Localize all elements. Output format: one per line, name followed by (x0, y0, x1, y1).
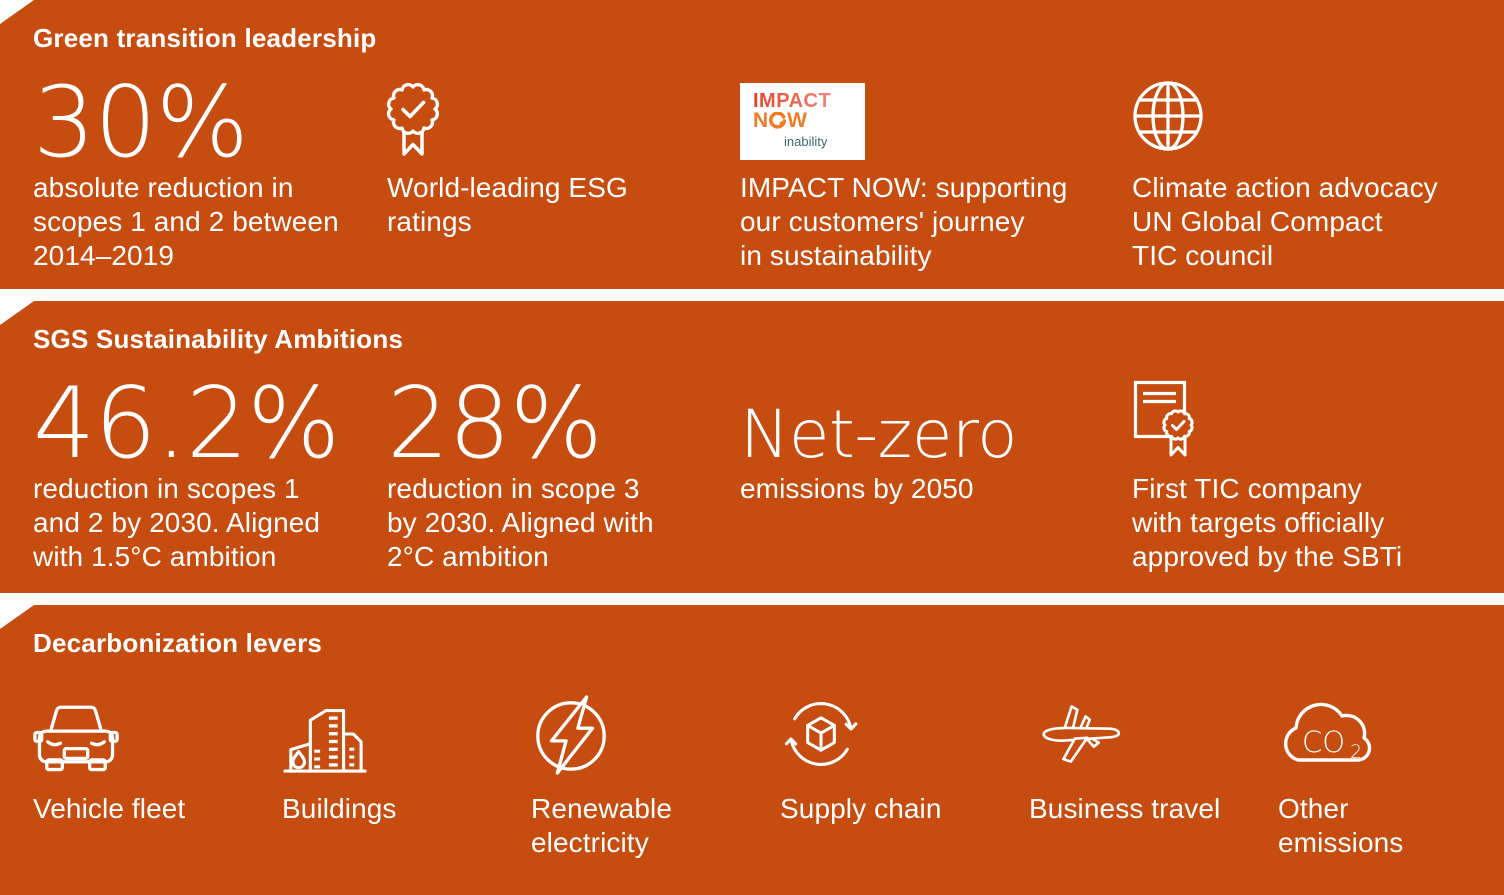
lever-label: Supply chain (780, 793, 942, 824)
climate-advocacy-item: Climate action advocacy UN Global Compac… (1132, 54, 1474, 273)
stat-value: 46.2% (33, 367, 340, 481)
lever-label: Renewable electricity (531, 793, 672, 858)
net-zero-item: Net-zero emissions by 2050 (740, 355, 1132, 574)
certificate-icon (1133, 380, 1194, 457)
stat-caption: reduction in scope 3 by 2030. Aligned wi… (387, 473, 654, 572)
section-title: SGS Sustainability Ambitions (33, 324, 404, 354)
sbti-caption: First TIC company with targets officiall… (1132, 473, 1403, 572)
co2-cloud-icon: CO 2 (1283, 702, 1372, 763)
stat-caption: reduction in scopes 1 and 2 by 2030. Ali… (33, 473, 321, 572)
net-zero-caption: emissions by 2050 (740, 473, 974, 504)
impact-now-logo-now-text: N W (753, 109, 807, 132)
lever-supply-chain: Supply chain (780, 659, 1029, 860)
supply-chain-icon (784, 702, 858, 766)
globe-icon (1133, 81, 1203, 151)
co2-text: CO (1302, 725, 1345, 759)
sbti-item: First TIC company with targets officiall… (1132, 355, 1474, 574)
lever-label: Business travel (1029, 793, 1221, 824)
lever-business-travel: Business travel (1029, 659, 1278, 860)
lever-vehicle-fleet: Vehicle fleet (33, 659, 282, 860)
lever-label: Other emissions (1278, 793, 1404, 858)
impact-now-logo-sub-text: inability (784, 134, 828, 149)
impact-now-logo: IMPACT N W inability (740, 83, 865, 160)
stat-46-2-percent: 46.2% reduction in scopes 1 and 2 by 203… (33, 355, 387, 574)
buildings-icon (283, 709, 367, 773)
co2-subscript-text: 2 (1350, 741, 1362, 763)
climate-advocacy-caption: Climate action advocacy UN Global Compac… (1132, 172, 1438, 271)
impact-now-item: IMPACT N W inability IMPACT NOW: support… (740, 54, 1132, 273)
lever-buildings: Buildings (282, 659, 531, 860)
stat-value: 28% (387, 367, 603, 481)
section-decarbonization-levers: Decarbonization levers (0, 605, 1504, 895)
section-sgs-sustainability-ambitions: SGS Sustainability Ambitions 46.2% reduc… (0, 301, 1504, 593)
section-green-transition-leadership: Green transition leadership 30% absolute… (0, 0, 1504, 289)
section-cells: 46.2% reduction in scopes 1 and 2 by 203… (33, 355, 1474, 574)
stat-30-percent: 30% absolute reduction in scopes 1 and 2… (33, 54, 387, 273)
section-cells: Vehicle fleet (33, 659, 1474, 860)
stat-28-percent: 28% reduction in scope 3 by 2030. Aligne… (387, 355, 740, 574)
impact-now-o-arrow-icon (769, 112, 787, 129)
esg-ratings-item: World-leading ESG ratings (387, 54, 740, 273)
lever-other-emissions: CO 2 Other emissions (1278, 659, 1474, 860)
esg-ratings-caption: World-leading ESG ratings (387, 172, 628, 237)
renewable-electricity-icon (536, 695, 606, 775)
lever-label: Buildings (282, 793, 397, 824)
stat-caption: absolute reduction in scopes 1 and 2 bet… (33, 172, 339, 271)
section-cells: 30% absolute reduction in scopes 1 and 2… (33, 54, 1474, 273)
award-ribbon-icon (387, 82, 439, 156)
lever-label: Vehicle fleet (33, 793, 186, 824)
vehicle-fleet-icon (33, 705, 119, 772)
impact-now-caption: IMPACT NOW: supporting our customers' jo… (740, 172, 1068, 271)
stat-value: 30% (33, 66, 249, 180)
section-title: Green transition leadership (33, 23, 377, 53)
impact-now-logo-impact-text: IMPACT (753, 91, 865, 111)
lever-renewable-electricity: Renewable electricity (531, 659, 780, 860)
business-travel-icon (1042, 705, 1121, 763)
section-title: Decarbonization levers (33, 628, 323, 658)
net-zero-value: Net-zero (740, 396, 1017, 473)
